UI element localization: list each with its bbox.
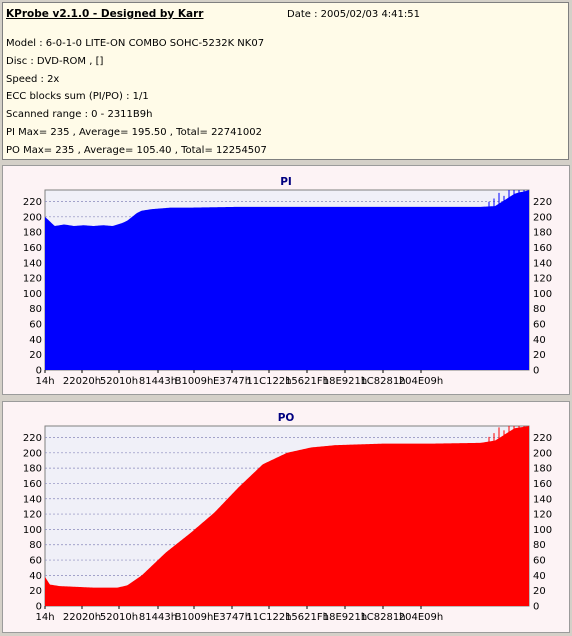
pi-area — [45, 190, 529, 370]
pi-ytick-label-left: 200 — [23, 212, 42, 223]
pi-ytick-label-right: 220 — [533, 197, 552, 208]
po-ytick-label-left: 220 — [23, 433, 42, 444]
range-line: Scanned range : 0 - 2311B9h — [6, 109, 153, 120]
po-area — [45, 426, 529, 606]
pi-ytick-label-left: 0 — [36, 366, 42, 377]
pi-chart: 0 0 20 20 40 40 60 60 80 80 100 100 120 120 140 140 160 1… — [23, 189, 552, 387]
po-xtick-label: 1C8281h — [360, 612, 405, 623]
po-summary-line: PO Max= 235 , Average= 105.40 , Total= 1… — [6, 145, 267, 156]
pi-ytick-label-right: 180 — [533, 228, 552, 239]
pi-ytick-label-right: 200 — [533, 212, 552, 223]
po-ytick-label-right: 100 — [533, 525, 552, 536]
po-ytick-label-right: 200 — [533, 448, 552, 459]
po-ytick-label-right: 160 — [533, 479, 552, 490]
pi-xtick-label: 14h — [35, 376, 54, 387]
pi-ytick-label-left: 180 — [23, 228, 42, 239]
po-ytick-label-left: 60 — [29, 556, 42, 567]
pi-ytick-label-right: 160 — [533, 243, 552, 254]
pi-ytick-label-right: 100 — [533, 289, 552, 300]
po-xtick-label: 11C122h — [246, 612, 291, 623]
po-ytick-label-right: 120 — [533, 510, 552, 521]
model-line: Model : 6-0-1-0 LITE-ON COMBO SOHC-5232K… — [6, 38, 265, 49]
pi-ytick-label-left: 60 — [29, 320, 42, 331]
pi-chart-title: PI — [280, 176, 292, 188]
ecc-line: ECC blocks sum (PI/PO) : 1/1 — [6, 91, 149, 102]
pi-ytick-label-right: 60 — [533, 320, 546, 331]
pi-ytick-label-right: 140 — [533, 258, 552, 269]
po-ytick-label-left: 40 — [29, 571, 42, 582]
po-xtick-label: B1009h — [175, 612, 214, 623]
scan-date: Date : 2005/02/03 4:41:51 — [287, 9, 420, 20]
po-ytick-label-right: 40 — [533, 571, 546, 582]
pi-xtick-label: 204E09h — [399, 376, 443, 387]
po-chart-title: PO — [277, 412, 295, 424]
po-chart-panel: PO 0 0 20 20 40 40 60 60 80 80 100 100 120 120 140 140 1… — [2, 401, 570, 633]
po-ytick-label-right: 220 — [533, 433, 552, 444]
pi-ytick-label-right: 20 — [533, 350, 546, 361]
speed-line: Speed : 2x — [6, 74, 60, 85]
po-ytick-label-right: 20 — [533, 586, 546, 597]
po-ytick-label-left: 80 — [29, 540, 42, 551]
po-xtick-label: 204E09h — [399, 612, 443, 623]
pi-ytick-label-right: 0 — [533, 366, 539, 377]
po-ytick-label-left: 100 — [23, 525, 42, 536]
pi-ytick-label-right: 40 — [533, 335, 546, 346]
pi-xtick-label: 81443h — [139, 376, 177, 387]
pi-xtick-label: B1009h — [175, 376, 214, 387]
po-ytick-label-right: 0 — [533, 602, 539, 613]
pi-ytick-label-left: 120 — [23, 274, 42, 285]
po-xtick-label: 14h — [35, 612, 54, 623]
po-xtick-label: E3747h — [213, 612, 251, 623]
pi-ytick-label-left: 160 — [23, 243, 42, 254]
pi-xtick-label: 52010h — [100, 376, 138, 387]
po-xtick-label: 52010h — [100, 612, 138, 623]
pi-ytick-label-left: 220 — [23, 197, 42, 208]
pi-ytick-label-left: 100 — [23, 289, 42, 300]
disc-line: Disc : DVD-ROM , [] — [6, 56, 104, 67]
app-title: KProbe v2.1.0 - Designed by Karr — [6, 8, 204, 20]
po-xtick-label: 81443h — [139, 612, 177, 623]
pi-xtick-label: 18E921h — [323, 376, 367, 387]
po-ytick-label-right: 80 — [533, 540, 546, 551]
po-ytick-label-left: 120 — [23, 510, 42, 521]
po-ytick-label-right: 180 — [533, 464, 552, 475]
po-ytick-label-left: 140 — [23, 494, 42, 505]
po-xtick-label: 22020h — [63, 612, 101, 623]
pi-ytick-label-left: 140 — [23, 258, 42, 269]
po-ytick-label-left: 160 — [23, 479, 42, 490]
pi-ytick-label-right: 80 — [533, 304, 546, 315]
po-ytick-label-left: 0 — [36, 602, 42, 613]
po-ytick-label-right: 140 — [533, 494, 552, 505]
pi-ytick-label-left: 40 — [29, 335, 42, 346]
pi-chart-panel: PI 0 0 20 20 40 40 60 60 80 80 100 100 120 120 140 140 1… — [2, 165, 570, 395]
info-panel: KProbe v2.1.0 - Designed by Karr Date : … — [2, 2, 569, 160]
po-ytick-label-left: 200 — [23, 448, 42, 459]
po-ytick-label-left: 20 — [29, 586, 42, 597]
pi-xtick-label: 22020h — [63, 376, 101, 387]
pi-summary-line: PI Max= 235 , Average= 195.50 , Total= 2… — [6, 127, 262, 138]
po-ytick-label-left: 180 — [23, 464, 42, 475]
pi-xtick-label: 15621Fh — [285, 376, 329, 387]
po-xtick-label: 15621Fh — [285, 612, 329, 623]
pi-xtick-label: 1C8281h — [360, 376, 405, 387]
po-chart: 0 0 20 20 40 40 60 60 80 80 100 100 120 120 140 140 160 1… — [23, 425, 552, 623]
po-ytick-label-right: 60 — [533, 556, 546, 567]
pi-ytick-label-left: 80 — [29, 304, 42, 315]
pi-ytick-label-left: 20 — [29, 350, 42, 361]
pi-xtick-label: 11C122h — [246, 376, 291, 387]
pi-ytick-label-right: 120 — [533, 274, 552, 285]
pi-xtick-label: E3747h — [213, 376, 251, 387]
po-xtick-label: 18E921h — [323, 612, 367, 623]
